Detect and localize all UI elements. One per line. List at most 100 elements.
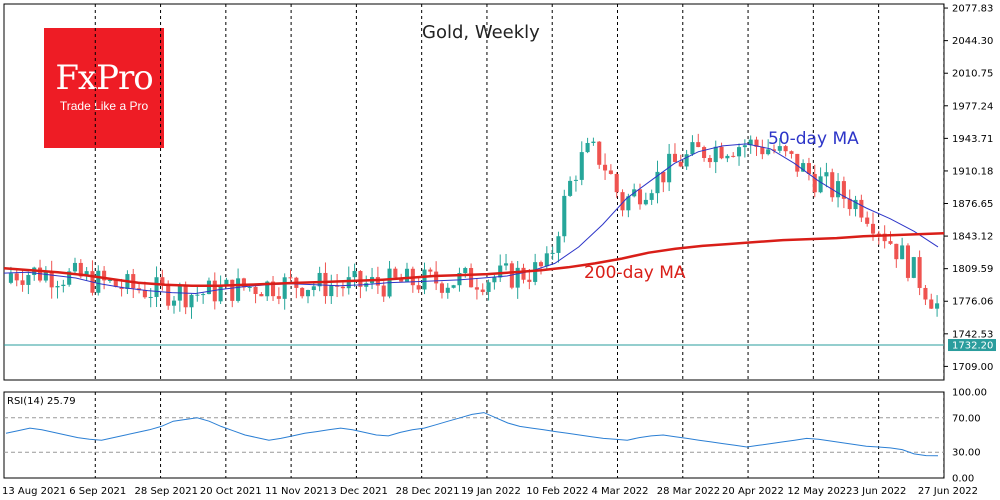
candle-body [783,146,788,152]
chart-title: Gold, Weekly [422,22,540,43]
x-tick-label: 27 Jun 2022 [918,486,978,497]
candle-body [801,163,806,172]
candle-body [888,241,893,244]
candle-body [853,199,858,210]
candle-body [836,181,841,198]
candle-body [597,141,602,165]
candle-body [876,233,881,235]
candle-body [305,290,311,297]
candle-body [224,279,229,286]
candle-body [434,271,439,284]
candle-body [189,294,194,308]
candle-body [142,290,147,298]
candle-body [439,283,445,293]
candle-body [375,277,380,286]
candle-body [14,273,19,281]
candle-body [451,285,456,288]
candle-body [218,285,223,302]
x-tick-label: 28 Dec 2021 [396,486,460,497]
rsi-y-tick-label: 70.00 [952,413,981,424]
x-tick-label: 3 Jun 2022 [853,486,907,497]
candle-body [515,267,520,288]
x-tick-label: 28 Mar 2022 [657,486,720,497]
candle-body [830,172,835,198]
candle-body [771,149,777,151]
candle-body [661,171,666,183]
x-tick-label: 10 Feb 2022 [526,486,588,497]
candle-body [544,253,549,267]
candle-body [113,280,118,287]
candle-body [43,271,48,281]
candle-body [323,272,328,297]
x-tick-label: 20 Apr 2022 [722,486,784,497]
current-price-badge [948,339,996,352]
candle-body [96,270,101,293]
candle-body [270,281,276,297]
candle-body [719,146,724,159]
candle-body [533,262,538,282]
x-tick-label: 6 Sep 2021 [69,486,126,497]
candle-body [358,271,363,287]
candle-body [428,269,433,272]
candle-body [67,271,72,285]
candle-body [766,149,771,155]
y-tick-label: 1742.53 [952,329,993,340]
candle-body [614,173,619,193]
candle-body [748,139,753,146]
candle-body [317,272,322,287]
candle-body [49,271,54,288]
y-tick-label: 1843.12 [952,232,993,243]
candle-body [620,192,625,211]
candle-body [61,284,66,287]
candle-body [865,217,870,224]
ma200-annotation: 200-day MA [584,263,686,283]
candle-body [166,284,171,306]
candle-body [608,170,613,174]
ma50-line [3,143,939,295]
candle-body [824,172,829,177]
candle-body [288,277,293,279]
candle-body [183,285,188,308]
candle-body [731,155,736,157]
candle-body [655,171,660,194]
candle-body [340,286,345,289]
candle-body [585,142,590,153]
candle-body [486,282,491,292]
candle-body [474,287,479,290]
y-tick-label: 1709.00 [952,362,993,373]
candle-body [300,287,305,297]
candle-body [253,286,258,295]
candle-body [935,303,940,309]
candle-body [78,262,83,277]
candle-body [381,285,386,297]
current-price-label: 1732.20 [952,341,993,352]
candle-body [690,142,695,155]
logo-tagline: Trade Like a Pro [59,99,149,113]
y-tick-label: 1809.59 [952,264,993,275]
candle-body [206,280,212,295]
candle-body [8,273,13,283]
candle-body [573,179,578,181]
candle-body [905,245,911,278]
x-tick-label: 3 Dec 2021 [330,486,388,497]
y-tick-label: 1977.24 [952,101,993,112]
candle-body [672,153,678,162]
candle-body [102,270,107,281]
candle-body [393,268,398,278]
candle-body [713,146,718,163]
y-tick-label: 1943.71 [952,134,993,145]
candle-body [789,151,794,154]
candle-body [521,267,526,280]
candle-body [329,285,334,297]
candle-body [591,141,596,143]
x-tick-label: 20 Oct 2021 [200,486,262,497]
x-tick-label: 28 Sep 2021 [135,486,198,497]
candle-body [212,280,217,302]
x-tick-label: 4 Mar 2022 [592,486,649,497]
price-panel-frame [3,3,945,381]
candle-body [422,269,427,290]
candle-body [754,139,759,147]
candle-body [480,289,485,292]
candle-body [882,233,887,242]
candle-body [550,252,555,254]
